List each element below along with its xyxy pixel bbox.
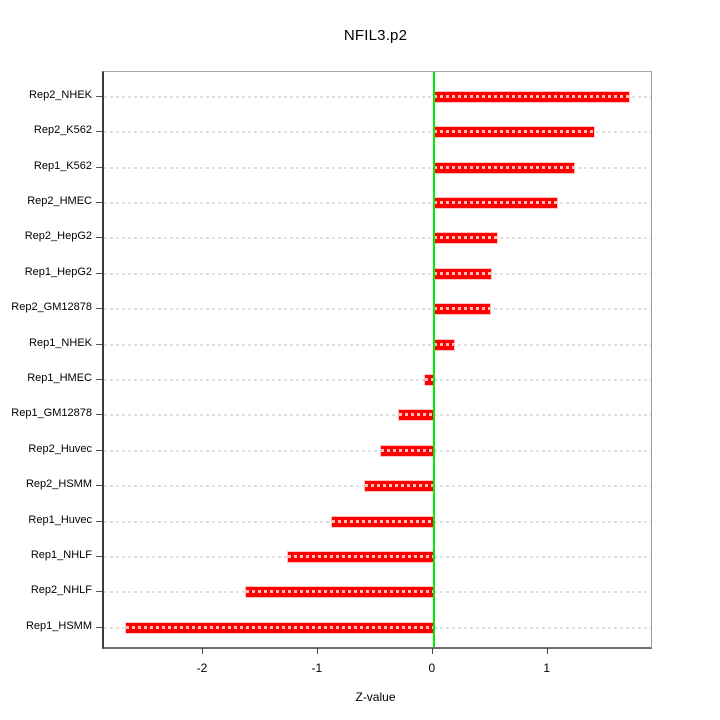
bar-rep1_k562 [433,162,574,173]
x-tick-label: -1 [311,661,323,675]
gridline [104,237,651,240]
y-axis-tick [96,591,102,593]
bar-rep2_k562 [433,127,594,138]
bar-rep2_hepg2 [433,233,497,244]
x-tick-label: 0 [428,661,436,675]
y-axis-tick [96,95,102,97]
gridline [104,449,651,452]
y-tick-label: Rep2_K562 [33,124,92,137]
x-axis-label: Z-value [355,690,396,704]
y-axis-tick [96,201,102,203]
bar-dash-pattern [433,200,557,204]
bar-rep1_gm12878 [399,410,434,421]
bar-dash-pattern [433,307,491,311]
y-axis-tick [96,272,102,274]
zero-line [432,72,435,647]
y-tick-label: Rep2_Huvec [28,442,92,455]
bar-dash-pattern [125,625,434,629]
bar-dash-pattern [331,519,434,523]
gridline [104,272,651,275]
bar-dash-pattern [433,94,630,98]
y-tick-label: Rep1_NHLF [30,548,92,561]
bar-dash-pattern [433,165,574,169]
chart-title: NFIL3.p2 [343,27,408,44]
bar-dash-pattern [433,271,492,275]
y-tick-label: Rep1_HepG2 [24,265,92,278]
x-axis-tick [431,648,433,654]
y-axis-tick [96,166,102,168]
bar-rep1_hepg2 [433,268,492,279]
bar-dash-pattern [287,554,434,558]
bar-rep2_gm12878 [433,304,491,315]
gridline [104,343,651,346]
y-axis-tick [96,414,102,416]
y-axis-tick [96,378,102,380]
bar-dash-pattern [433,236,497,240]
bar-dash-pattern [433,130,594,134]
bar-dash-pattern [424,377,434,381]
bar-dash-pattern [399,413,434,417]
x-axis-tick [546,648,548,654]
bar-rep1_hmec [424,374,434,385]
gridline [104,308,651,311]
bar-rep2_huvec [380,445,434,456]
bar-dash-pattern [364,484,434,488]
y-tick-label: Rep1_Huvec [28,513,92,526]
bar-rep2_hsmm [364,481,434,492]
y-axis-tick [96,308,102,310]
bar-rep2_nhek [433,91,630,102]
y-tick-label: Rep2_GM12878 [11,301,92,314]
y-tick-label: Rep2_NHEK [29,88,92,101]
y-axis-tick [96,449,102,451]
y-axis-tick [96,485,102,487]
y-axis-tick [96,626,102,628]
gridline [104,378,651,381]
x-tick-label: 1 [543,661,551,675]
y-axis-tick [96,343,102,345]
plot-area [102,71,652,649]
y-axis-tick [96,555,102,557]
y-tick-label: Rep2_HepG2 [24,230,92,243]
bar-dash-pattern [246,590,434,594]
y-axis-tick [96,237,102,239]
y-tick-label: Rep1_K562 [33,159,92,172]
y-tick-label: Rep1_GM12878 [11,407,92,420]
gridline [104,414,651,417]
y-tick-label: Rep1_NHEK [29,336,92,349]
y-tick-label: Rep1_HMEC [27,371,92,384]
y-tick-label: Rep2_NHLF [30,584,92,597]
x-axis-tick [201,648,203,654]
y-axis-tick [96,520,102,522]
gridline [104,201,651,204]
y-tick-label: Rep1_HSMM [25,619,92,632]
bar-rep2_hmec [433,197,557,208]
x-axis-tick [316,648,318,654]
x-tick-label: -2 [196,661,208,675]
bar-rep1_nhek [433,339,455,350]
bar-rep1_hsmm [125,622,434,633]
y-tick-label: Rep2_HMEC [27,194,92,207]
bar-dash-pattern [380,448,434,452]
gridline [104,166,651,169]
bar-dash-pattern [433,342,455,346]
bar-rep2_nhlf [246,587,434,598]
y-axis-tick [96,131,102,133]
bar-rep1_nhlf [287,551,434,562]
y-tick-label: Rep2_HSMM [25,478,92,491]
gridline [104,131,651,134]
gridline [104,95,651,98]
bar-rep1_huvec [331,516,434,527]
